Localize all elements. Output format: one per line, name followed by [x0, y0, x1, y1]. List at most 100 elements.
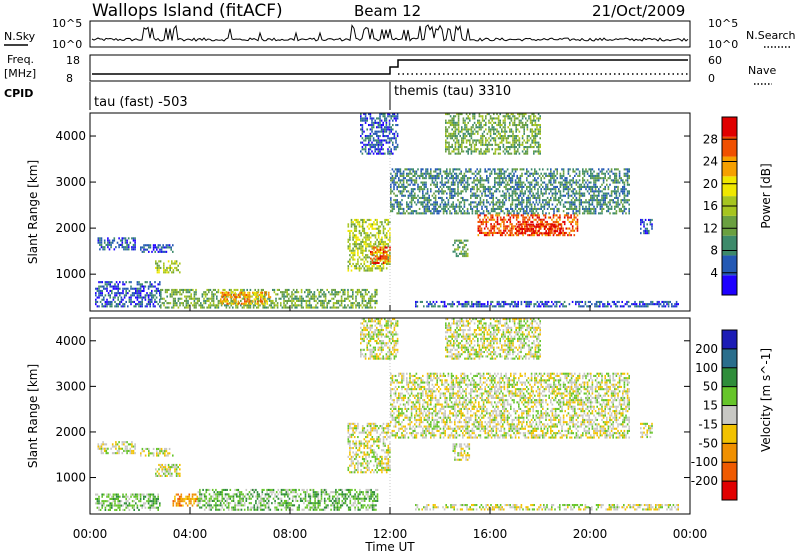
power-range-cell: [260, 291, 262, 294]
power-range-cell: [208, 291, 210, 294]
power-range-cell: [577, 174, 579, 177]
power-range-cell: [369, 236, 372, 239]
power-range-cell: [485, 150, 487, 153]
power-range-cell: [626, 181, 629, 184]
power-range-cell: [450, 305, 452, 308]
power-range-cell: [471, 192, 474, 195]
power-range-cell: [368, 143, 370, 146]
power-range-cell: [444, 205, 446, 208]
power-range-cell: [510, 135, 513, 138]
power-range-cell: [487, 300, 489, 303]
power-range-cell: [187, 291, 189, 294]
power-range-cell: [226, 300, 228, 303]
power-range-cell: [396, 199, 398, 202]
power-range-cell: [447, 174, 450, 177]
power-range-cell: [398, 183, 400, 186]
power-range-cell: [471, 207, 474, 210]
power-range-cell: [225, 304, 228, 307]
power-range-cell: [494, 139, 497, 142]
power-range-cell: [217, 291, 220, 294]
power-range-cell: [604, 174, 606, 177]
power-range-cell: [305, 295, 308, 298]
power-range-cell: [528, 234, 531, 237]
power-range-cell: [615, 174, 618, 177]
power-range-cell: [458, 168, 461, 171]
power-range-cell: [350, 249, 353, 252]
power-range-cell: [461, 148, 463, 151]
power-range-cell: [418, 174, 421, 177]
power-range-cell: [452, 207, 454, 210]
power-range-cell: [169, 302, 172, 305]
power-range-cell: [466, 255, 469, 258]
power-range-cell: [566, 181, 568, 184]
power-range-cell: [477, 300, 479, 303]
power-range-cell: [548, 188, 550, 191]
power-range-cell: [494, 181, 496, 184]
power-range-cell: [512, 305, 515, 308]
power-range-cell: [275, 299, 277, 302]
power-range-cell: [478, 113, 481, 116]
power-range-cell: [523, 113, 525, 116]
power-range-cell: [149, 294, 151, 297]
power-range-cell: [465, 250, 467, 253]
power-range-cell: [511, 225, 513, 228]
power-range-cell: [499, 135, 501, 138]
power-range-cell: [217, 299, 220, 302]
power-range-cell: [106, 305, 108, 308]
power-range-cell: [454, 250, 456, 253]
power-range-cell: [641, 218, 644, 221]
power-range-cell: [174, 297, 176, 300]
power-range-cell: [396, 205, 398, 208]
power-range-cell: [490, 207, 493, 210]
power-range-cell: [192, 288, 194, 291]
power-range-cell: [368, 306, 370, 309]
power-range-cell: [128, 296, 131, 299]
power-range-cell: [244, 304, 247, 307]
power-range-cell: [503, 218, 505, 221]
power-range-cell: [385, 267, 388, 270]
power-range-cell: [384, 249, 386, 252]
power-range-cell: [122, 281, 124, 284]
power-range-cell: [384, 135, 386, 138]
power-range-cell: [607, 177, 610, 180]
power-range-cell: [539, 117, 541, 120]
power-range-cell: [489, 143, 492, 146]
power-range-cell: [529, 196, 531, 199]
power-range-cell: [388, 119, 391, 122]
power-range-cell: [591, 201, 594, 204]
power-range-cell: [294, 297, 296, 300]
power-range-cell: [172, 297, 175, 300]
power-range-cell: [175, 262, 178, 265]
power-range-cell: [477, 119, 479, 122]
power-range-cell: [292, 297, 295, 300]
power-range-cell: [445, 126, 447, 129]
power-range-cell: [583, 210, 586, 213]
power-range-cell: [572, 192, 574, 195]
power-range-cell: [433, 177, 435, 180]
power-range-cell: [391, 207, 394, 210]
power-range-cell: [607, 185, 610, 188]
power-range-cell: [453, 126, 455, 129]
power-range-cell: [485, 143, 487, 146]
power-range-cell: [558, 188, 560, 191]
power-range-cell: [396, 143, 399, 146]
power-range-cell: [160, 304, 162, 307]
power-range-cell: [95, 292, 97, 295]
power-range-cell: [460, 241, 463, 244]
power-range-cell: [360, 225, 362, 228]
power-range-cell: [573, 229, 576, 232]
power-range-cell: [446, 146, 449, 149]
power-range-cell: [447, 181, 450, 184]
power-range-cell: [172, 250, 174, 253]
power-range-cell: [350, 295, 352, 298]
power-range-cell: [460, 196, 462, 199]
power-range-cell: [418, 212, 421, 215]
power-range-cell: [504, 229, 507, 232]
power-range-cell: [527, 303, 529, 306]
power-range-cell: [365, 258, 367, 261]
power-range-cell: [445, 150, 447, 153]
power-range-cell: [385, 262, 388, 265]
power-range-cell: [450, 203, 453, 206]
power-range-cell: [236, 296, 238, 299]
power-range-cell: [454, 137, 457, 140]
